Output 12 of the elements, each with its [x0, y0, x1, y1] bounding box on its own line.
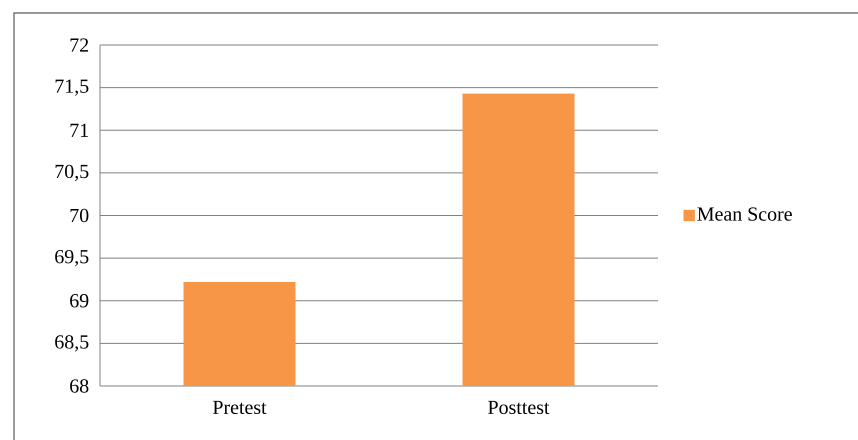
y-tick-label: 70,5 [56, 164, 88, 182]
x-tick-label: Posttest [488, 400, 550, 414]
y-tick-label: 69 [70, 294, 88, 308]
x-tick-label: Pretest [212, 400, 267, 414]
y-tick-label: 69,5 [55, 250, 88, 266]
y-tick-label: 71,5 [56, 80, 88, 96]
y-tick-label: 72 [70, 38, 88, 52]
y-tick-label: 71 [70, 124, 88, 137]
y-tick-label: 68 [70, 379, 88, 393]
y-tick-label: 68,5 [55, 335, 88, 352]
legend-label: Mean Score [697, 207, 792, 221]
y-tick-label: 70 [70, 208, 88, 222]
